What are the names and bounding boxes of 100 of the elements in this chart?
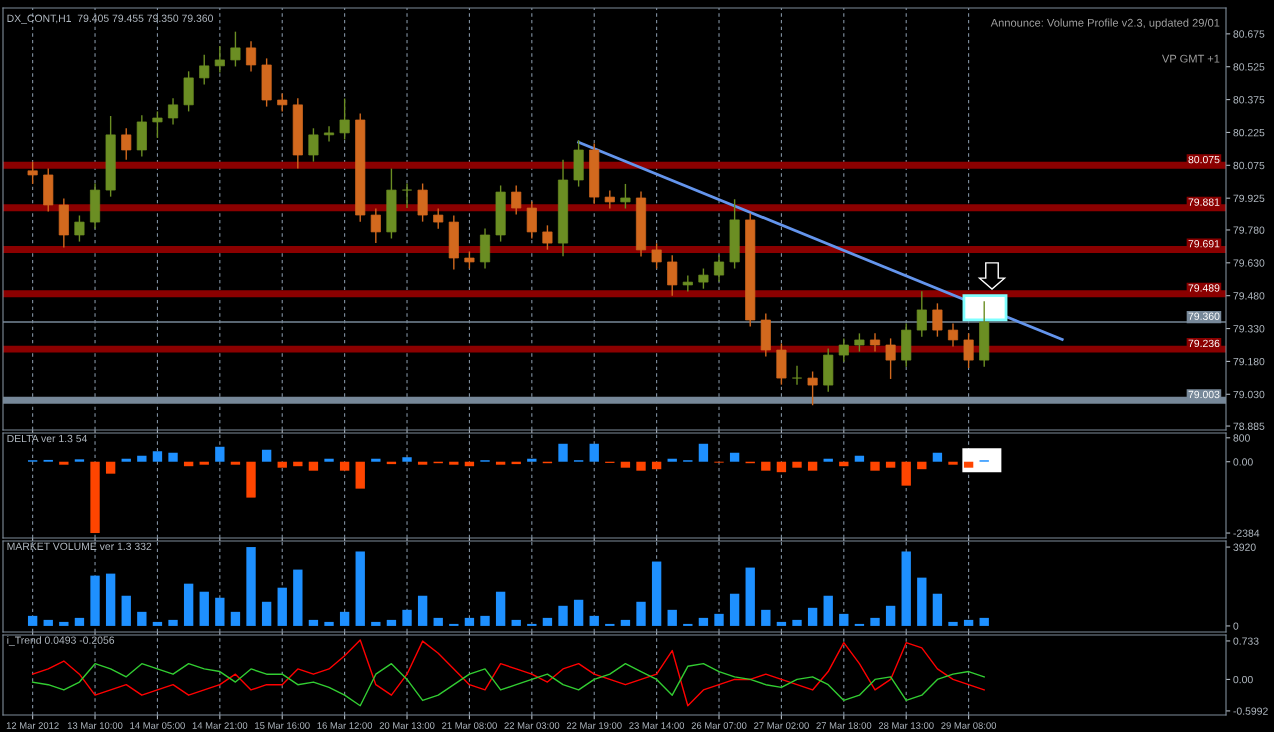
x-tick-label: 20 Mar 13:00 [379, 722, 435, 729]
bar [620, 461, 631, 468]
chart-title: DELTA ver 1.3 54 [7, 434, 88, 443]
candlestick [916, 290, 927, 338]
bar [402, 609, 412, 626]
bar [230, 611, 241, 626]
x-tick-label: 21 Mar 08:00 [442, 722, 497, 729]
bar [27, 615, 38, 626]
bar [527, 623, 537, 626]
candlestick [838, 337, 849, 363]
bar [168, 619, 178, 626]
bar [776, 621, 787, 626]
candlestick [308, 127, 319, 163]
x-tick-label: 27 Mar 02:00 [754, 722, 809, 729]
y-tick-label: 80.075 [1233, 161, 1265, 170]
bar [417, 461, 428, 465]
y-tick-label: 79.180 [1233, 357, 1265, 366]
bar [215, 597, 225, 626]
bar [823, 595, 833, 626]
bar [901, 461, 911, 486]
candlestick [433, 207, 444, 230]
candlestick [791, 365, 803, 386]
x-tick-label: 29 Mar 08:00 [941, 722, 997, 729]
bar [199, 591, 209, 626]
y-tick-label: 0 [1233, 622, 1239, 630]
candlestick [324, 125, 335, 143]
y-tick-label: 80.675 [1233, 30, 1265, 38]
bar [246, 461, 256, 498]
y-tick-label: 79.780 [1233, 226, 1265, 234]
candlestick [807, 370, 818, 406]
bar [152, 451, 163, 462]
bar [90, 575, 100, 626]
bar [90, 461, 100, 534]
bar [355, 461, 365, 489]
bar [308, 461, 319, 471]
y-tick-label: 80.225 [1233, 128, 1265, 137]
candlestick [667, 254, 678, 297]
y-tick-label: 79.630 [1233, 259, 1265, 267]
bar [308, 619, 319, 626]
bar [417, 595, 428, 626]
bar [667, 609, 677, 626]
y-tick-label: 79.925 [1233, 194, 1265, 203]
bar [932, 593, 943, 626]
candlestick [542, 224, 553, 251]
candlestick [152, 110, 163, 139]
bar [948, 621, 958, 626]
text: DX_CONT,H1 79.405 79.455 79.350 79.360 [7, 14, 213, 24]
candlestick [121, 127, 132, 161]
x-tick-label: 22 Mar 03:00 [504, 722, 560, 729]
bar [152, 621, 163, 626]
bar [698, 443, 709, 462]
bar [105, 461, 116, 474]
bar [917, 577, 927, 626]
bar [121, 595, 131, 626]
bar [339, 611, 350, 626]
bar [183, 583, 194, 626]
bar [948, 461, 958, 465]
bar [854, 455, 865, 462]
bar [339, 461, 350, 471]
bar [324, 621, 334, 626]
bar [589, 615, 599, 626]
candlestick [698, 267, 709, 290]
ref-line-label: 79.881 [1188, 198, 1220, 206]
y-tick-label: 78.885 [1233, 422, 1265, 430]
bar [558, 605, 568, 626]
bar [199, 461, 209, 465]
bar [854, 623, 865, 626]
candlestick [339, 97, 350, 141]
candlestick [713, 254, 725, 283]
bar [449, 623, 459, 626]
candlestick [246, 40, 257, 73]
bar [464, 617, 475, 626]
bar [495, 591, 506, 626]
candlestick [27, 161, 38, 185]
bar [293, 569, 303, 626]
bar [667, 458, 677, 462]
bar [480, 615, 490, 626]
candlestick [230, 30, 241, 68]
candlestick [932, 302, 943, 338]
bar [807, 461, 818, 471]
bar [43, 619, 53, 626]
x-tick-label: 13 Mar 10:00 [67, 722, 123, 729]
candlestick [168, 97, 179, 126]
bar [761, 609, 771, 626]
bar [449, 461, 459, 465]
bar [355, 551, 365, 626]
bar [261, 601, 272, 626]
ref-line-label: 79.691 [1188, 240, 1220, 248]
bar [277, 587, 287, 626]
bar [792, 461, 802, 468]
bar [558, 443, 568, 462]
bar [105, 573, 116, 626]
bar [168, 452, 178, 462]
candlestick [526, 200, 537, 240]
bar [761, 461, 771, 471]
ref-line-label: 80.075 [1188, 155, 1220, 164]
x-tick-label: 27 Mar 18:00 [816, 722, 872, 729]
bar [870, 461, 880, 471]
bar [636, 601, 646, 626]
candlestick [885, 337, 896, 380]
